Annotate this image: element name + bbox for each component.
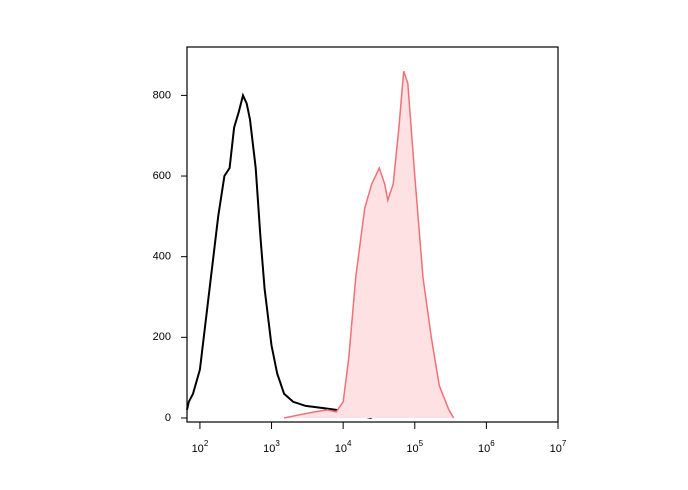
y-tick-label: 800 (153, 89, 171, 101)
x-tick-label: 105 (406, 439, 423, 455)
x-tick-exponent: 3 (275, 439, 280, 448)
x-tick-base: 10 (192, 443, 204, 455)
histogram-fill (284, 71, 454, 418)
x-tick-exponent: 6 (490, 439, 495, 448)
x-tick-exponent: 7 (562, 439, 567, 448)
x-tick-exponent: 4 (347, 439, 352, 448)
x-tick-label: 106 (478, 439, 495, 455)
y-tick-label: 600 (153, 170, 171, 182)
y-tick-label: 200 (153, 331, 171, 343)
x-tick-label: 107 (550, 439, 567, 455)
plot-frame (186, 46, 559, 423)
histogram-line (283, 70, 455, 419)
y-tick-label: 0 (165, 412, 171, 424)
histogram-line (186, 92, 372, 419)
x-tick-label: 104 (335, 439, 352, 455)
x-tick-base: 10 (550, 443, 562, 455)
x-tick-exponent: 2 (204, 439, 209, 448)
y-tick-label: 400 (153, 251, 171, 263)
x-tick-base: 10 (478, 443, 490, 455)
x-tick-base: 10 (335, 443, 347, 455)
x-tick-label: 103 (263, 439, 280, 455)
x-tick-label: 102 (192, 439, 209, 455)
x-tick-exponent: 5 (419, 439, 424, 448)
x-tick-base: 10 (406, 443, 418, 455)
x-tick-base: 10 (263, 443, 275, 455)
